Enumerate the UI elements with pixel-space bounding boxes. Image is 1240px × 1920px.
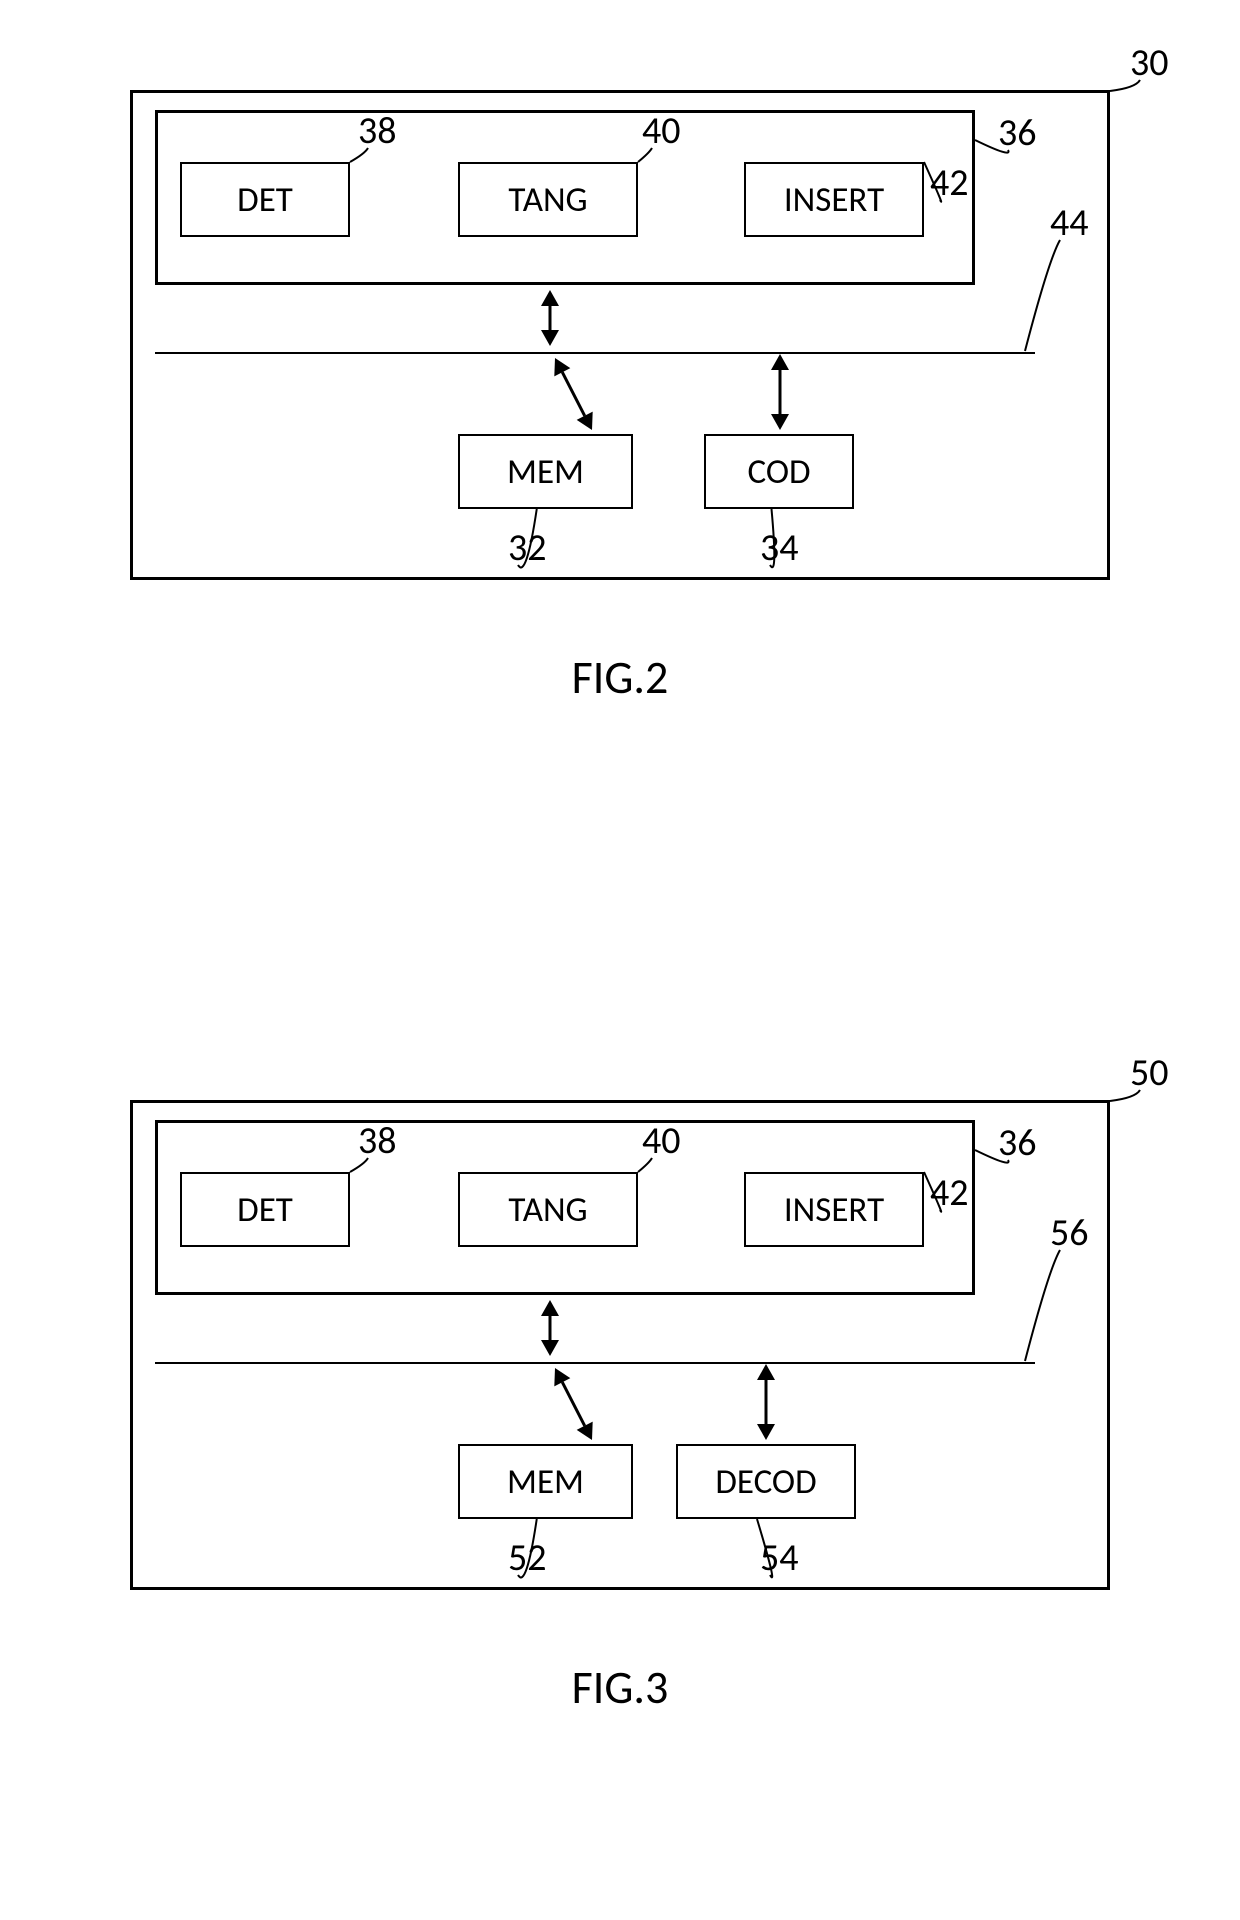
figure-2: 303644DET38TANG40INSERT42MEM32COD34FIG.2 bbox=[80, 50, 1160, 750]
figure-3: 503656DET38TANG40INSERT42MEM52DECOD54FIG… bbox=[80, 1060, 1160, 1760]
figure-caption: FIG.2 bbox=[80, 650, 1160, 706]
figure-caption: FIG.3 bbox=[80, 1660, 1160, 1716]
